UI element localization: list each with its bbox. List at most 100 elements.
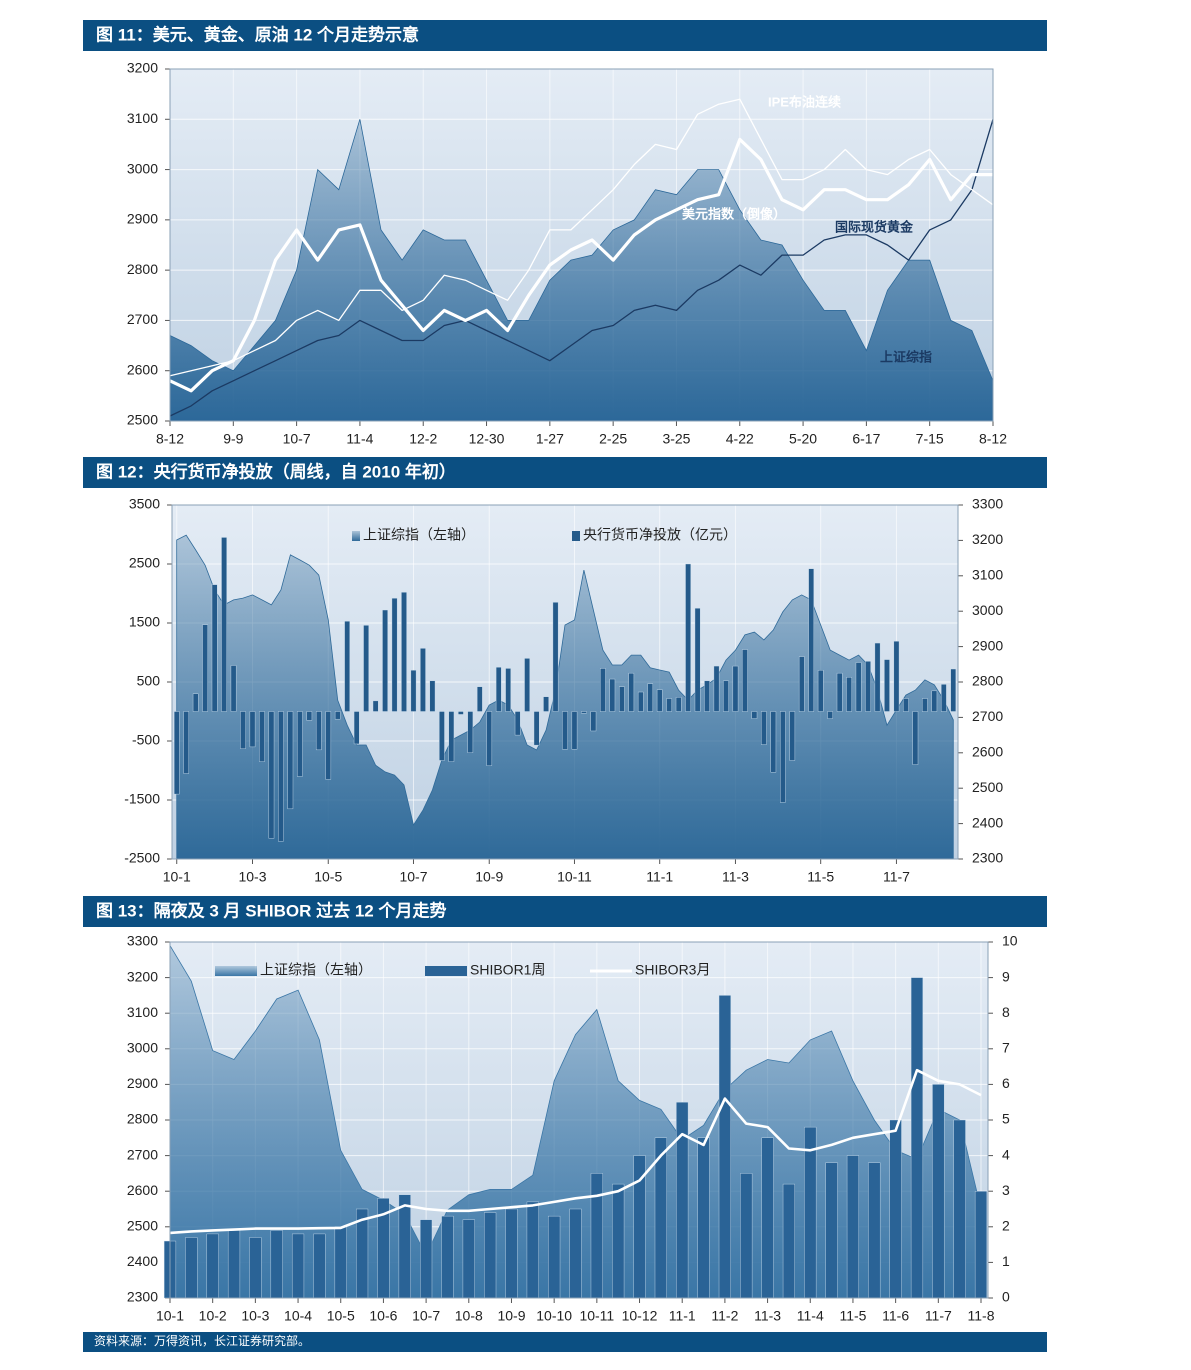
x-tick-label: 10-11	[579, 1308, 614, 1324]
bar	[718, 995, 731, 1299]
y2-tick-label: 2300	[972, 850, 1003, 866]
bar	[230, 665, 237, 712]
legend-label: SHIBOR1周	[470, 962, 545, 978]
bar	[647, 683, 654, 712]
bar	[903, 698, 909, 712]
y-tick-label: -500	[132, 732, 160, 748]
bar	[221, 537, 227, 712]
y2-tick-label: 5	[1002, 1111, 1010, 1127]
bar	[183, 711, 190, 774]
y-tick-label: 2600	[127, 361, 158, 377]
bar	[656, 689, 663, 712]
x-tick-label: 10-10	[536, 1308, 572, 1324]
x-tick-label: 10-2	[199, 1308, 227, 1324]
bar	[259, 711, 265, 762]
x-tick-label: 10-1	[156, 1308, 184, 1324]
y2-tick-label: 3200	[972, 531, 1003, 547]
bar	[363, 625, 369, 712]
bar	[922, 698, 928, 712]
y-tick-label: 2700	[127, 311, 158, 327]
bar	[940, 684, 947, 712]
header-bar	[83, 457, 1047, 488]
bar	[524, 658, 530, 712]
bar	[429, 680, 436, 712]
bar	[562, 711, 568, 750]
bar	[893, 641, 900, 712]
bar	[398, 1194, 411, 1299]
bar	[770, 711, 777, 773]
bar	[780, 711, 786, 803]
y2-tick-label: 2400	[972, 814, 1003, 830]
bar	[278, 711, 284, 842]
bar	[353, 711, 360, 745]
bar	[448, 711, 455, 762]
y2-tick-label: 1	[1002, 1253, 1010, 1269]
legend-swatch	[572, 531, 580, 541]
x-tick-label: 8-12	[156, 431, 184, 447]
bar	[552, 602, 559, 712]
bar	[297, 711, 303, 777]
bar	[249, 711, 256, 748]
chart-title: 图 13：隔夜及 3 月 SHIBOR 过去 12 个月走势	[96, 900, 446, 920]
source-note: 资料来源：万得资讯，长江证券研究部。	[94, 1333, 310, 1348]
bar	[732, 665, 739, 712]
y-tick-label: 2500	[127, 412, 158, 428]
bar	[953, 1119, 966, 1299]
x-tick-label: 11-8	[968, 1308, 995, 1324]
bar	[600, 668, 606, 712]
bar	[855, 662, 862, 712]
bar	[185, 1237, 198, 1299]
bar	[401, 592, 407, 712]
bar	[825, 1162, 838, 1299]
legend-label: 上证综指（左轴）	[363, 527, 475, 543]
bar	[865, 661, 871, 712]
bar	[505, 668, 511, 712]
bar	[306, 711, 313, 721]
y-tick-label: 2500	[127, 1218, 158, 1234]
y-tick-label: 3200	[127, 60, 158, 76]
bar	[590, 711, 597, 732]
bar	[912, 711, 919, 765]
bar	[325, 711, 332, 780]
series-label: 美元指数（倒像）	[682, 206, 786, 221]
x-tick-label: 9-9	[223, 431, 243, 447]
bar	[249, 1237, 262, 1299]
header-bar	[83, 896, 1047, 927]
y2-tick-label: 0	[1002, 1289, 1010, 1305]
y-tick-label: 2800	[127, 1111, 158, 1127]
bar	[789, 711, 796, 761]
plot-frame	[169, 68, 994, 422]
x-tick-label: 11-7	[883, 869, 910, 885]
y-tick-label: 2900	[127, 1075, 158, 1091]
plot-frame	[169, 941, 989, 1299]
legend-swatch	[425, 966, 467, 976]
bar	[571, 711, 578, 750]
y-tick-label: 2400	[127, 1253, 158, 1269]
bar	[467, 711, 474, 753]
y2-tick-label: 3	[1002, 1182, 1010, 1198]
bar	[846, 1155, 860, 1299]
header-bar	[83, 20, 1047, 51]
line	[169, 137, 993, 393]
x-tick-label: 12-2	[409, 431, 437, 447]
bar	[751, 711, 758, 719]
y-tick-label: 500	[137, 673, 161, 689]
bar	[931, 690, 938, 712]
bar	[486, 711, 493, 766]
x-tick-label: 11-2	[711, 1308, 738, 1324]
y-tick-label: 2600	[127, 1182, 158, 1198]
x-tick-label: 12-30	[469, 431, 505, 447]
legend-swatch	[352, 531, 360, 541]
bar	[704, 680, 710, 712]
bar	[884, 659, 890, 712]
bar	[391, 598, 398, 712]
x-tick-label: 11-3	[754, 1308, 781, 1324]
bar	[441, 1215, 454, 1299]
y-tick-label: 3000	[127, 160, 158, 176]
y2-tick-label: 9	[1002, 968, 1010, 984]
bar	[462, 1219, 475, 1299]
bar	[202, 624, 208, 712]
y2-tick-label: 2700	[972, 708, 1003, 724]
bar	[543, 696, 549, 712]
y-tick-label: -2500	[124, 850, 160, 866]
